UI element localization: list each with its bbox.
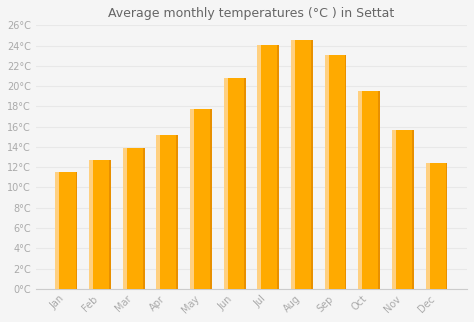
Bar xyxy=(291,41,295,289)
Bar xyxy=(156,135,178,289)
Bar xyxy=(325,55,328,289)
Bar xyxy=(224,78,246,289)
Bar xyxy=(143,148,145,289)
Bar xyxy=(277,44,279,289)
Bar xyxy=(55,172,59,289)
Bar xyxy=(345,55,346,289)
Bar xyxy=(89,160,111,289)
Bar xyxy=(358,91,362,289)
Bar xyxy=(123,148,127,289)
Bar xyxy=(426,163,447,289)
Bar xyxy=(190,109,194,289)
Bar xyxy=(426,163,429,289)
Bar xyxy=(176,135,178,289)
Bar xyxy=(257,44,279,289)
Bar xyxy=(392,130,414,289)
Bar xyxy=(109,160,111,289)
Bar xyxy=(190,109,212,289)
Bar xyxy=(244,78,246,289)
Bar xyxy=(378,91,380,289)
Bar xyxy=(123,148,145,289)
Bar xyxy=(446,163,447,289)
Bar xyxy=(257,44,261,289)
Bar xyxy=(311,41,313,289)
Bar xyxy=(210,109,212,289)
Title: Average monthly temperatures (°C ) in Settat: Average monthly temperatures (°C ) in Se… xyxy=(108,7,394,20)
Bar xyxy=(55,172,77,289)
Bar xyxy=(224,78,228,289)
Bar xyxy=(156,135,160,289)
Bar xyxy=(392,130,396,289)
Bar xyxy=(89,160,93,289)
Bar xyxy=(75,172,77,289)
Bar xyxy=(358,91,380,289)
Bar xyxy=(325,55,346,289)
Bar xyxy=(291,41,313,289)
Bar xyxy=(412,130,414,289)
